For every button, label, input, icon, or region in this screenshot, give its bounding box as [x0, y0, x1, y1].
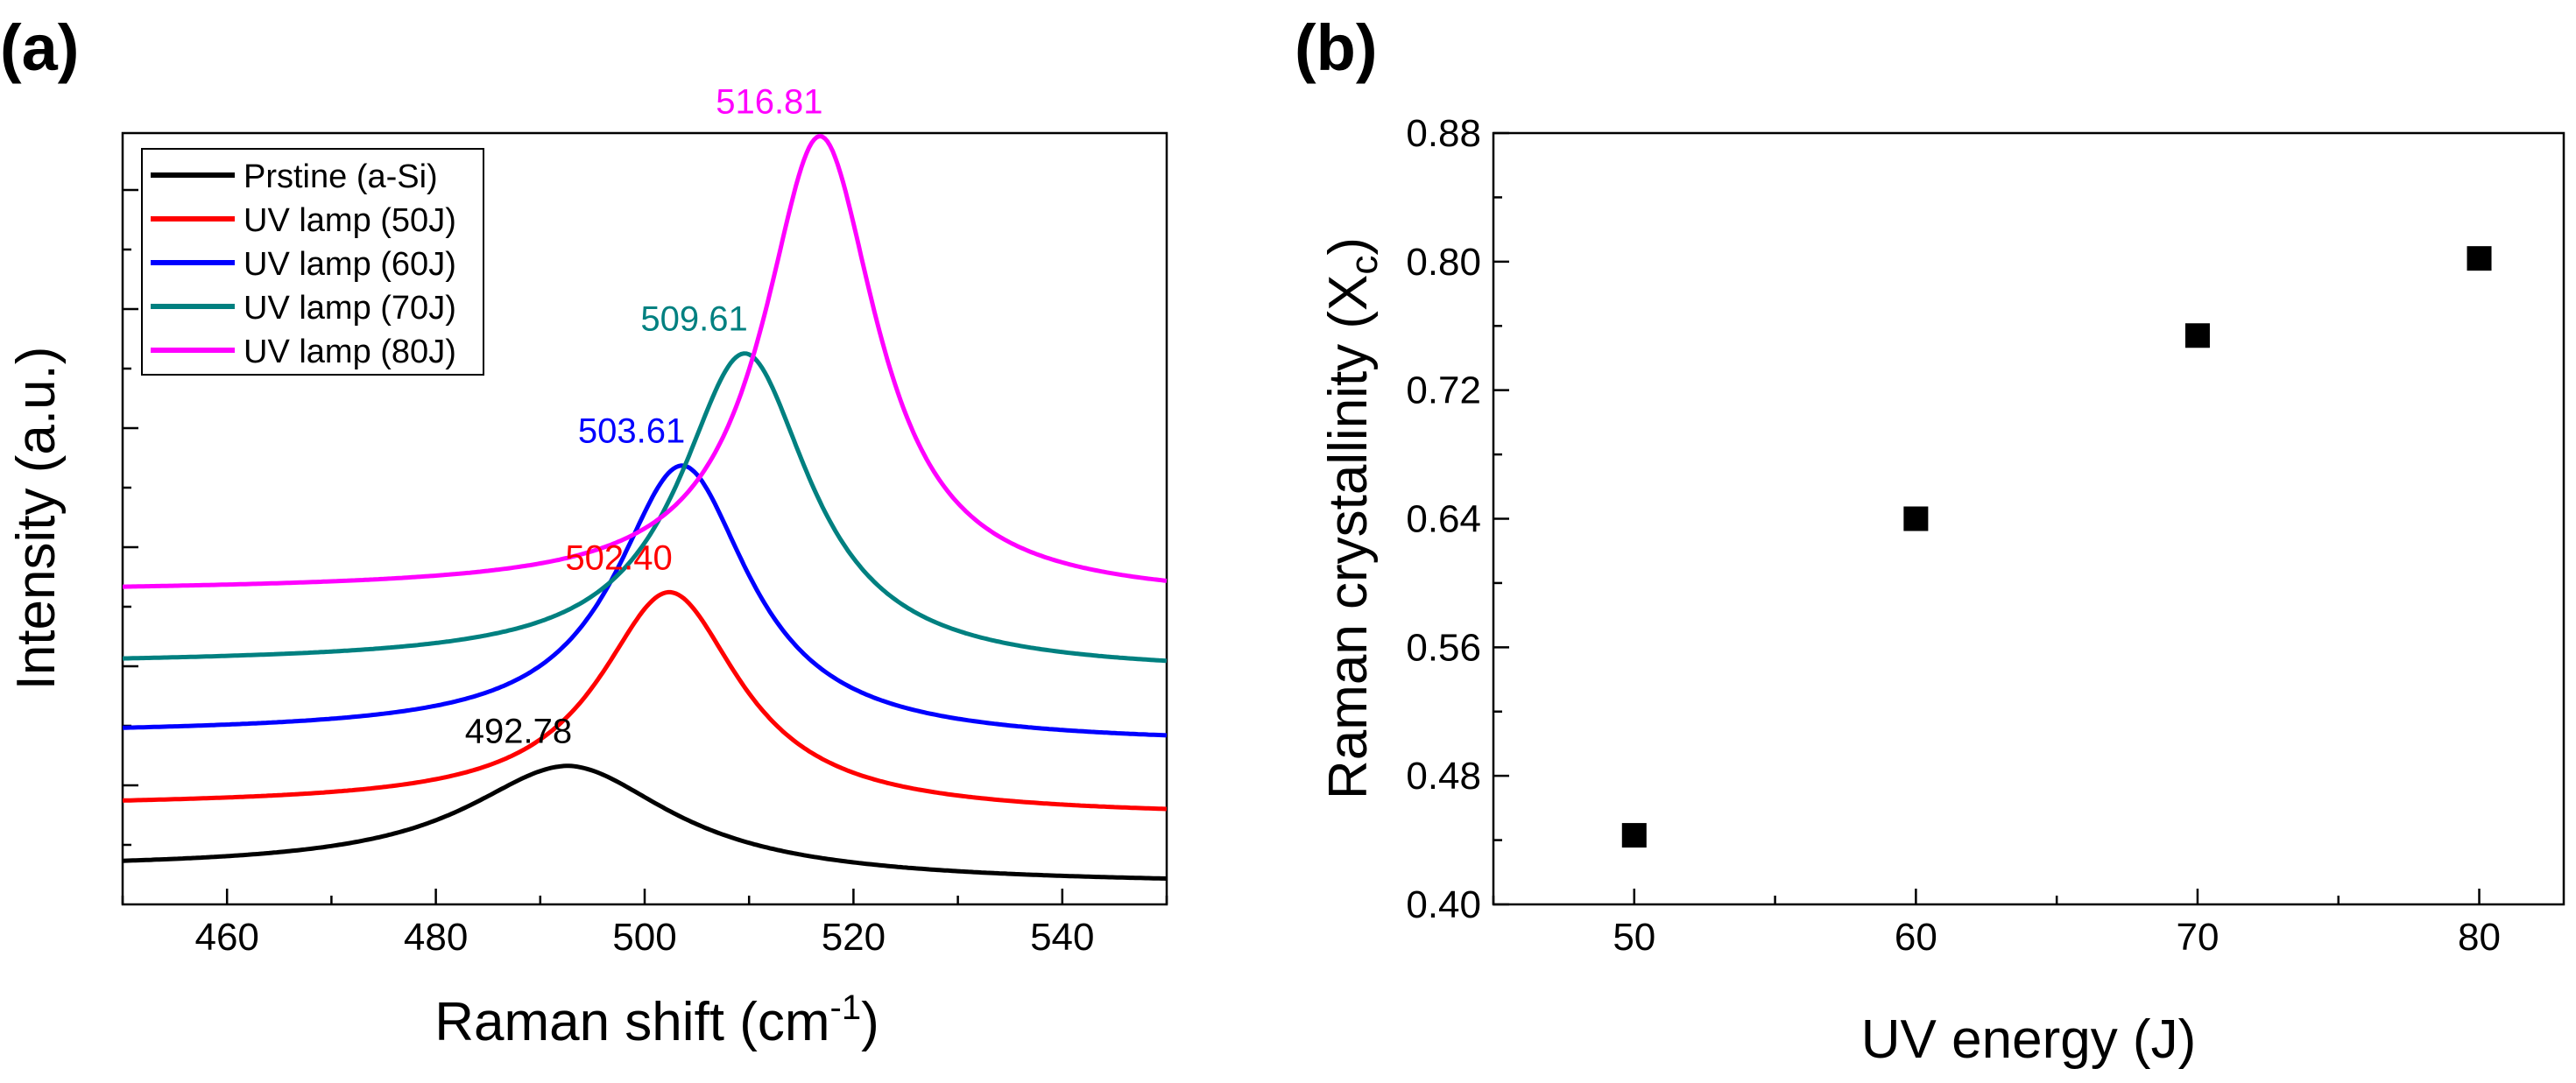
spectrum-line-4 [123, 133, 1168, 589]
data-point [1621, 823, 1647, 848]
y-tick-label: 0.48 [1406, 755, 1481, 798]
x-tick-label: 500 [612, 916, 676, 959]
panel-label-b: (b) [1295, 11, 1378, 84]
x-tick-label: 540 [1030, 916, 1094, 959]
peak-label-3: 509.61 [640, 300, 747, 339]
x-axis-ticks-a [121, 889, 1168, 904]
peak-label-4: 516.81 [716, 82, 822, 121]
x-tick-label: 50 [1613, 916, 1655, 959]
legend-label: UV lamp (80J) [243, 334, 456, 370]
x-tick-label: 80 [2458, 916, 2501, 959]
spectrum-line-0 [122, 763, 1168, 881]
y-tick-label: 0.72 [1406, 369, 1481, 412]
legend-a: Prstine (a-Si) UV lamp (50J) UV lamp (60J)… [141, 148, 484, 376]
legend-label: UV lamp (60J) [243, 246, 456, 283]
y-tick-label: 0.56 [1406, 626, 1481, 669]
data-point [1903, 506, 1929, 531]
peak-label-2: 503.61 [578, 412, 685, 451]
y-tick-label: 0.64 [1406, 498, 1481, 541]
x-tick-labels-a: 460 480 500 520 540 [194, 916, 1094, 959]
spectra-curves [122, 133, 1168, 881]
legend-label: UV lamp (70J) [243, 290, 456, 327]
spectrum-line-1 [122, 589, 1168, 812]
y-tick-label: 0.80 [1406, 241, 1481, 284]
peak-label-1: 502.40 [565, 538, 672, 577]
crystallinity-chart: 50 60 70 80 0.40 0.48 0.56 0.64 0.72 0.80 0.88 UV … [1318, 112, 2565, 1070]
legend-label: UV lamp (50J) [243, 202, 456, 239]
panel-label-a: (a) [0, 11, 79, 84]
x-tick-label: 520 [822, 916, 886, 959]
axis-ticks-b [1492, 131, 2481, 906]
x-tick-label: 60 [1895, 916, 1937, 959]
x-axis-label-a: Raman shift (cm-1) [434, 988, 879, 1052]
data-points-b [1621, 246, 2492, 848]
peak-labels: 492.78 502.40 503.61 509.61 516.81 [465, 82, 823, 750]
plot-frame-b [1492, 131, 2565, 906]
spectrum-line-2 [122, 463, 1168, 738]
x-axis-label-b: UV energy (J) [1861, 1009, 2196, 1070]
data-point [2184, 323, 2210, 348]
legend-label: Prstine (a-Si) [243, 158, 438, 195]
spectrum-line-3 [122, 351, 1168, 664]
y-tick-label: 0.88 [1406, 112, 1481, 155]
raman-spectra-chart: 460 480 500 520 540 492.78 502.40 503.61 509.61… [6, 82, 1168, 1052]
x-tick-label: 70 [2176, 916, 2219, 959]
x-tick-label: 460 [194, 916, 258, 959]
data-point [2467, 246, 2492, 271]
peak-label-0: 492.78 [465, 713, 572, 751]
y-axis-ticks-a [123, 188, 138, 847]
y-tick-label: 0.40 [1406, 883, 1481, 926]
tick-labels-b: 50 60 70 80 0.40 0.48 0.56 0.64 0.72 0.80 0.88 [1406, 112, 2501, 959]
x-tick-label: 480 [404, 916, 468, 959]
y-axis-label-a: Intensity (a.u.) [6, 347, 67, 691]
y-axis-label-b: Raman crystallinity (Xc) [1318, 237, 1386, 799]
